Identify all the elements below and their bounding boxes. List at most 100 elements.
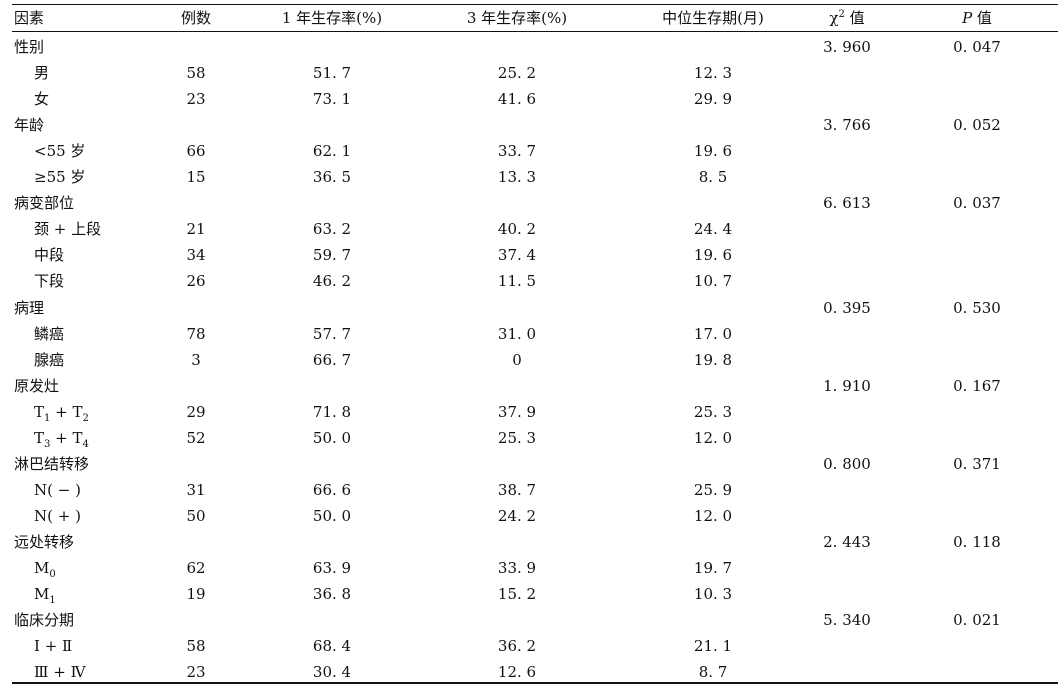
- bottom-rule: [12, 682, 1058, 684]
- survival-1yr-cell: 66. 7: [312, 350, 352, 369]
- table-row: ≥55 岁 15 36. 5 13. 3 8. 5: [12, 164, 1058, 190]
- survival-3yr-cell: 40. 2: [497, 220, 537, 239]
- median-survival-cell: 25. 3: [693, 402, 733, 421]
- median-survival-cell: 24. 4: [693, 220, 733, 239]
- group-row: 性别 3. 960 0. 047: [12, 34, 1058, 60]
- header-chi2: χ2 值: [829, 9, 865, 27]
- table-row: 男 58 51. 7 25. 2 12. 3: [12, 60, 1058, 86]
- survival-1yr-cell: 50. 0: [312, 428, 352, 447]
- table-row: T3 + T4 52 50. 0 25. 3 12. 0: [12, 425, 1058, 451]
- survival-1yr-cell: 63. 9: [312, 559, 352, 577]
- survival-3yr-cell: 0: [512, 350, 522, 369]
- factor-cell: 中段: [34, 246, 65, 265]
- survival-3yr-cell: 13. 3: [497, 168, 537, 187]
- survival-1yr-cell: 63. 2: [312, 220, 352, 239]
- factor-cell: 颈 + 上段: [34, 220, 102, 239]
- group-row: 淋巴结转移 0. 800 0. 371: [12, 451, 1058, 477]
- cases-cell: 23: [186, 663, 206, 682]
- p-value-cell: 0. 037: [953, 194, 1001, 213]
- factor-cell: Ⅲ + Ⅳ: [34, 663, 86, 682]
- p-value-cell: 0. 167: [953, 376, 1001, 395]
- p-value-cell: 0. 371: [953, 454, 1001, 473]
- survival-3yr-cell: 12. 6: [497, 663, 537, 682]
- header-p: P 值: [962, 9, 992, 27]
- factor-cell: N( + ): [34, 506, 81, 525]
- cases-cell: 23: [186, 90, 206, 109]
- chi2-cell: 2. 443: [823, 532, 871, 551]
- median-survival-cell: 12. 0: [693, 506, 733, 525]
- median-survival-cell: 10. 3: [693, 585, 733, 604]
- group-row: 病理 0. 395 0. 530: [12, 295, 1058, 321]
- cases-cell: 19: [186, 585, 206, 604]
- table-row: N( + ) 50 50. 0 24. 2 12. 0: [12, 503, 1058, 529]
- factor-cell: Ⅰ + Ⅱ: [34, 637, 73, 656]
- table-row: M1 19 36. 8 15. 2 10. 3: [12, 581, 1058, 607]
- table-row: 下段 26 46. 2 11. 5 10. 7: [12, 268, 1058, 294]
- cases-cell: 3: [191, 350, 201, 369]
- cases-cell: 34: [186, 246, 206, 265]
- cases-cell: 26: [186, 272, 206, 291]
- survival-1yr-cell: 68. 4: [312, 637, 352, 656]
- survival-3yr-cell: 24. 2: [497, 506, 537, 525]
- survival-1yr-cell: 50. 0: [312, 506, 352, 525]
- survival-3yr-cell: 36. 2: [497, 637, 537, 656]
- survival-1yr-cell: 36. 5: [312, 168, 352, 187]
- median-survival-cell: 17. 0: [693, 324, 733, 343]
- survival-1yr-cell: 51. 7: [312, 64, 352, 83]
- survival-1yr-cell: 73. 1: [312, 90, 352, 109]
- chi2-cell: 0. 395: [823, 298, 871, 317]
- table-row: Ⅰ + Ⅱ 58 68. 4 36. 2 21. 1: [12, 633, 1058, 659]
- group-row: 原发灶 1. 910 0. 167: [12, 373, 1058, 399]
- chi2-cell: 6. 613: [823, 194, 871, 213]
- cases-cell: 62: [186, 559, 206, 577]
- group-row: 临床分期 5. 340 0. 021: [12, 607, 1058, 633]
- median-survival-cell: 8. 5: [698, 168, 728, 187]
- p-value-cell: 0. 047: [953, 38, 1001, 56]
- factor-cell: 临床分期: [14, 611, 75, 630]
- table-row: M0 62 63. 9 33. 9 19. 7: [12, 555, 1058, 581]
- header-cases: 例数: [180, 9, 211, 27]
- survival-1yr-cell: 57. 7: [312, 324, 352, 343]
- survival-1yr-cell: 71. 8: [312, 402, 352, 421]
- factor-cell: ≥55 岁: [34, 168, 86, 187]
- median-survival-cell: 21. 1: [693, 637, 733, 656]
- survival-3yr-cell: 37. 9: [497, 402, 537, 421]
- survival-3yr-cell: 25. 3: [497, 428, 537, 447]
- survival-3yr-cell: 38. 7: [497, 480, 537, 499]
- survival-3yr-cell: 41. 6: [497, 90, 537, 109]
- chi2-cell: 0. 800: [823, 454, 871, 473]
- median-survival-cell: 19. 6: [693, 246, 733, 265]
- chi2-cell: 1. 910: [823, 376, 871, 395]
- group-row: 年龄 3. 766 0. 052: [12, 112, 1058, 138]
- table-row: 女 23 73. 1 41. 6 29. 9: [12, 86, 1058, 112]
- factor-cell: M0: [34, 559, 56, 580]
- survival-3yr-cell: 15. 2: [497, 585, 537, 604]
- table-row: 颈 + 上段 21 63. 2 40. 2 24. 4: [12, 216, 1058, 242]
- survival-3yr-cell: 33. 7: [497, 142, 537, 161]
- factor-cell: 女: [34, 90, 50, 109]
- factor-cell: 男: [34, 64, 50, 83]
- factor-cell: 病理: [14, 298, 45, 317]
- chi2-cell: 3. 766: [823, 116, 871, 135]
- factor-cell: T1 + T2: [34, 402, 89, 424]
- cases-cell: 15: [186, 168, 206, 187]
- cases-cell: 31: [186, 480, 206, 499]
- survival-1yr-cell: 62. 1: [312, 142, 352, 161]
- cases-cell: 58: [186, 64, 206, 83]
- chi2-cell: 5. 340: [823, 611, 871, 630]
- table-row: N( − ) 31 66. 6 38. 7 25. 9: [12, 477, 1058, 503]
- cases-cell: 29: [186, 402, 206, 421]
- header-3yr-survival: 3 年生存率(%): [466, 9, 568, 27]
- survival-1yr-cell: 46. 2: [312, 272, 352, 291]
- survival-3yr-cell: 25. 2: [497, 64, 537, 83]
- median-survival-cell: 12. 0: [693, 428, 733, 447]
- header-rule: [12, 31, 1058, 32]
- factor-cell: 远处转移: [14, 532, 75, 551]
- median-survival-cell: 25. 9: [693, 480, 733, 499]
- median-survival-cell: 19. 6: [693, 142, 733, 161]
- factor-cell: <55 岁: [34, 142, 86, 161]
- chi2-cell: 3. 960: [823, 38, 871, 56]
- table-row: <55 岁 66 62. 1 33. 7 19. 6: [12, 138, 1058, 164]
- survival-1yr-cell: 66. 6: [312, 480, 352, 499]
- p-value-cell: 0. 052: [953, 116, 1001, 135]
